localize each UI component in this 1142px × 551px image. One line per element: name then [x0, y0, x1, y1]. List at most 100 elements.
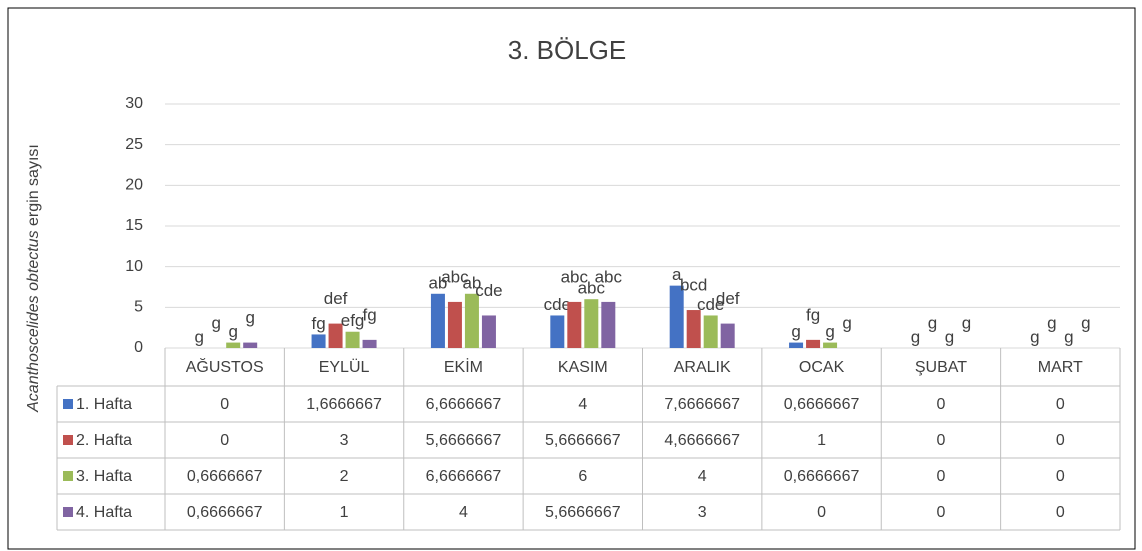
bar [669, 285, 684, 348]
table-cell: 0,6666667 [187, 468, 263, 485]
significance-letter: g [791, 322, 800, 341]
table-cell: 0 [220, 432, 229, 449]
x-tick-label: MART [1038, 359, 1083, 376]
table-cell: 0 [1056, 396, 1065, 413]
bar [550, 315, 565, 348]
x-tick-label: ARALIK [674, 359, 731, 376]
table-cell: 5,6666667 [426, 432, 502, 449]
significance-letter: fg [806, 305, 820, 324]
significance-letter: g [911, 327, 920, 346]
x-tick-label: KASIM [558, 359, 608, 376]
table-cell: 0 [936, 396, 945, 413]
significance-letter: g [842, 313, 851, 332]
table-cell: 5,6666667 [545, 432, 621, 449]
bar [789, 342, 804, 348]
significance-letter: def [324, 289, 348, 308]
significance-letter: abc [441, 267, 469, 286]
chart-border [7, 7, 1136, 550]
table-cell: 4 [578, 396, 587, 413]
table-cell: 2 [340, 468, 349, 485]
y-tick-label: 10 [125, 258, 143, 275]
bar [567, 301, 582, 348]
bar [686, 310, 701, 348]
legend-swatch [63, 471, 73, 481]
table-cell: 4 [459, 504, 468, 521]
significance-letter: efg [341, 311, 365, 330]
legend-label: 2. Hafta [76, 432, 132, 449]
table-cell: 0,6666667 [784, 468, 860, 485]
y-tick-label: 15 [125, 217, 143, 234]
bar [720, 323, 735, 348]
significance-letter: cde [544, 295, 571, 314]
significance-letter: fg [362, 305, 376, 324]
bar [362, 339, 377, 348]
bar [447, 301, 462, 348]
x-tick-label: EKİM [444, 357, 483, 376]
bar [345, 331, 360, 348]
bar [703, 315, 718, 348]
significance-letter: abc [595, 267, 623, 286]
table-cell: 6,6666667 [426, 468, 502, 485]
significance-letter: cde [475, 281, 502, 300]
legend-swatch [63, 399, 73, 409]
significance-letter: ab [428, 273, 447, 292]
legend-label: 4. Hafta [76, 504, 132, 521]
bar [430, 293, 445, 348]
table-cell: 7,6666667 [664, 396, 740, 413]
table-cell: 0 [220, 396, 229, 413]
table-cell: 3 [698, 504, 707, 521]
x-tick-label: OCAK [799, 359, 845, 376]
bar [823, 342, 838, 348]
table-cell: 0 [1056, 432, 1065, 449]
bar [806, 339, 821, 348]
y-axis-title-italic: Acanthoscelides obtectus [25, 230, 42, 412]
table-cell: 4,6666667 [664, 432, 740, 449]
bar [226, 342, 241, 348]
y-axis-title-rest: ergin sayısı [25, 144, 42, 230]
table-cell: 6 [578, 468, 587, 485]
bar [464, 293, 479, 348]
table-cell: 5,6666667 [545, 504, 621, 521]
significance-letter: g [825, 322, 834, 341]
x-tick-label: ŞUBAT [915, 359, 967, 376]
significance-letter: g [928, 313, 937, 332]
significance-letter: g [211, 313, 220, 332]
bar [328, 323, 343, 348]
significance-letter: g [194, 327, 203, 346]
table-cell: 0 [936, 468, 945, 485]
significance-letter: g [1047, 313, 1056, 332]
bar [311, 334, 326, 348]
significance-letter: g [1030, 327, 1039, 346]
bar [243, 342, 258, 348]
significance-letter: abc [578, 279, 606, 298]
y-axis-title: Acanthoscelides obtectus ergin sayısı [25, 144, 42, 413]
significance-letter: bcd [680, 276, 707, 295]
legend-swatch [63, 435, 73, 445]
table-cell: 1 [340, 504, 349, 521]
bar [601, 301, 616, 348]
significance-letter: g [1064, 327, 1073, 346]
y-tick-label: 20 [125, 177, 143, 194]
legend-label: 1. Hafta [76, 396, 132, 413]
significance-letter: cde [697, 295, 724, 314]
x-tick-label: EYLÜL [319, 358, 370, 376]
table-cell: 0,6666667 [784, 396, 860, 413]
y-tick-label: 30 [125, 95, 143, 112]
table-cell: 0 [1056, 504, 1065, 521]
significance-letter: g [228, 322, 237, 341]
table-cell: 1,6666667 [306, 396, 382, 413]
table-cell: 0,6666667 [187, 504, 263, 521]
y-tick-label: 5 [134, 299, 143, 316]
bar [584, 299, 599, 348]
significance-letter: g [245, 308, 254, 327]
significance-letter: ab [462, 273, 481, 292]
x-tick-label: AĞUSTOS [186, 357, 264, 376]
significance-letter: g [945, 327, 954, 346]
table-cell: 0 [936, 432, 945, 449]
y-tick-label: 25 [125, 136, 143, 153]
table-cell: 0 [936, 504, 945, 521]
significance-letter: abc [561, 267, 589, 286]
significance-letter: a [672, 265, 682, 284]
table-cell: 0 [1056, 468, 1065, 485]
